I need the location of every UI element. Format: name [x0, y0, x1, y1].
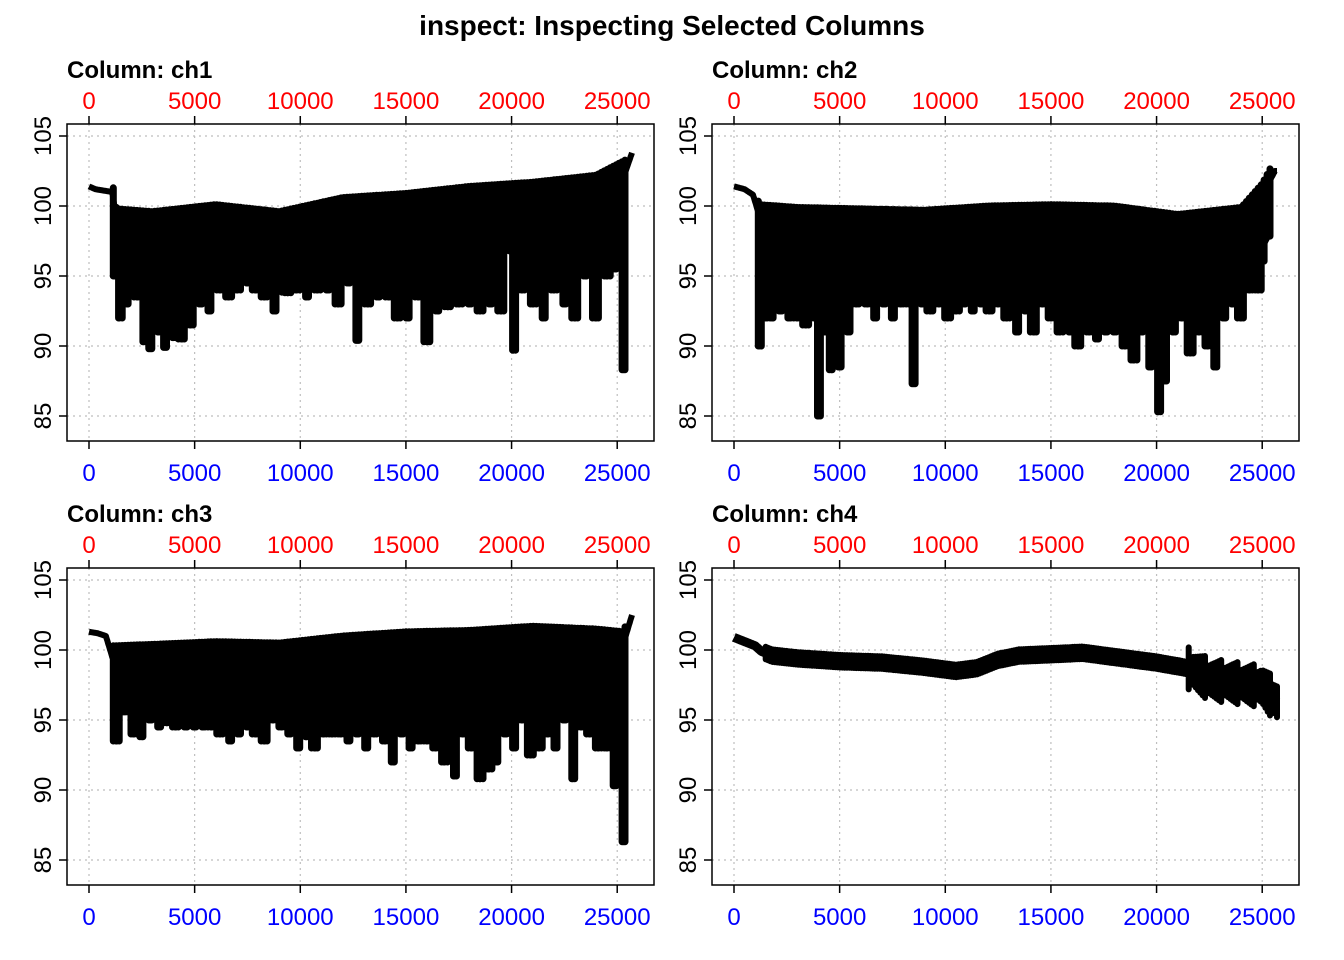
x-tick-label-bottom: 20000: [478, 460, 545, 487]
x-tick-label-top: 10000: [912, 532, 979, 559]
x-tick-label-top: 20000: [478, 532, 545, 559]
x-tick-label-bottom: 20000: [1123, 460, 1190, 487]
y-tick-label: 85: [675, 847, 702, 874]
x-tick-label-bottom: 15000: [373, 460, 440, 487]
plot-box: [66, 123, 655, 442]
x-tick-label-top: 20000: [1123, 532, 1190, 559]
x-tick-label-top: 15000: [1018, 532, 1085, 559]
x-tick-label-top: 25000: [1229, 532, 1296, 559]
series-oscillation: [762, 643, 1280, 721]
y-tick-label: 100: [675, 186, 702, 226]
x-tick-label-bottom: 5000: [168, 460, 221, 487]
y-tick-label: 85: [675, 403, 702, 430]
x-tick-label-top: 5000: [813, 532, 866, 559]
y-tick-label: 105: [675, 116, 702, 156]
x-tick-label-bottom: 20000: [478, 904, 545, 931]
x-tick-label-bottom: 25000: [584, 460, 651, 487]
x-tick-label-bottom: 0: [727, 460, 740, 487]
y-tick-label: 90: [675, 777, 702, 804]
x-tick-label-bottom: 10000: [912, 904, 979, 931]
x-tick-label-bottom: 10000: [267, 904, 334, 931]
panel-3: 0 0 5000 5000 10000 10000 15000 15000 20000 20000…: [30, 501, 655, 931]
x-tick-label-top: 10000: [912, 88, 979, 115]
y-tick-label: 85: [30, 847, 57, 874]
x-tick-label-bottom: 15000: [1018, 904, 1085, 931]
y-tick-label: 105: [675, 560, 702, 600]
x-tick-label-top: 20000: [1123, 88, 1190, 115]
x-tick-label-top: 10000: [267, 532, 334, 559]
x-tick-label-top: 5000: [168, 88, 221, 115]
x-tick-label-top: 0: [82, 88, 95, 115]
x-tick-label-bottom: 0: [727, 904, 740, 931]
y-tick-label: 95: [30, 707, 57, 734]
y-tick-label: 95: [675, 263, 702, 290]
x-tick-label-bottom: 20000: [1123, 904, 1190, 931]
y-tick-label: 95: [30, 263, 57, 290]
x-tick-label-bottom: 5000: [813, 904, 866, 931]
panel-title: Column: ch3: [67, 501, 212, 528]
main-title: inspect: Inspecting Selected Columns: [419, 10, 925, 41]
x-tick-label-bottom: 0: [82, 904, 95, 931]
x-tick-label-top: 15000: [1018, 88, 1085, 115]
y-tick-label: 100: [30, 186, 57, 226]
x-tick-label-bottom: 5000: [813, 460, 866, 487]
x-tick-label-top: 25000: [584, 88, 651, 115]
x-tick-label-top: 15000: [373, 532, 440, 559]
x-tick-label-top: 0: [82, 532, 95, 559]
panel-title: Column: ch1: [67, 57, 212, 84]
x-tick-label-top: 15000: [373, 88, 440, 115]
x-tick-label-bottom: 5000: [168, 904, 221, 931]
y-tick-label: 85: [30, 403, 57, 430]
y-tick-label: 100: [675, 630, 702, 670]
x-tick-label-bottom: 25000: [1229, 460, 1296, 487]
x-tick-label-bottom: 25000: [584, 904, 651, 931]
x-tick-label-top: 5000: [168, 532, 221, 559]
plot-box: [711, 567, 1300, 886]
x-tick-label-top: 25000: [1229, 88, 1296, 115]
x-tick-label-bottom: 10000: [267, 460, 334, 487]
x-tick-label-top: 5000: [813, 88, 866, 115]
y-tick-label: 90: [30, 777, 57, 804]
panel-title: Column: ch4: [712, 501, 858, 528]
x-tick-label-top: 0: [727, 88, 740, 115]
y-tick-label: 90: [675, 333, 702, 360]
y-tick-label: 105: [30, 560, 57, 600]
y-tick-label: 90: [30, 333, 57, 360]
x-tick-label-top: 20000: [478, 88, 545, 115]
x-tick-label-top: 10000: [267, 88, 334, 115]
plot-box: [66, 567, 655, 886]
y-tick-label: 95: [675, 707, 702, 734]
x-tick-label-top: 25000: [584, 532, 651, 559]
panel-2: 0 0 5000 5000 10000 10000 15000 15000 20000 20000…: [675, 57, 1300, 487]
y-tick-label: 105: [30, 116, 57, 156]
x-tick-label-bottom: 15000: [1018, 460, 1085, 487]
x-tick-label-bottom: 15000: [373, 904, 440, 931]
plot-box: [711, 123, 1300, 442]
panel-1: 0 0 5000 5000 10000 10000 15000 15000 20000 20000…: [30, 57, 655, 487]
x-tick-label-top: 0: [727, 532, 740, 559]
x-tick-label-bottom: 0: [82, 460, 95, 487]
panel-4: 0 0 5000 5000 10000 10000 15000 15000 20000 20000…: [675, 501, 1300, 931]
x-tick-label-bottom: 25000: [1229, 904, 1296, 931]
x-tick-label-bottom: 10000: [912, 460, 979, 487]
y-tick-label: 100: [30, 630, 57, 670]
panel-title: Column: ch2: [712, 57, 857, 84]
